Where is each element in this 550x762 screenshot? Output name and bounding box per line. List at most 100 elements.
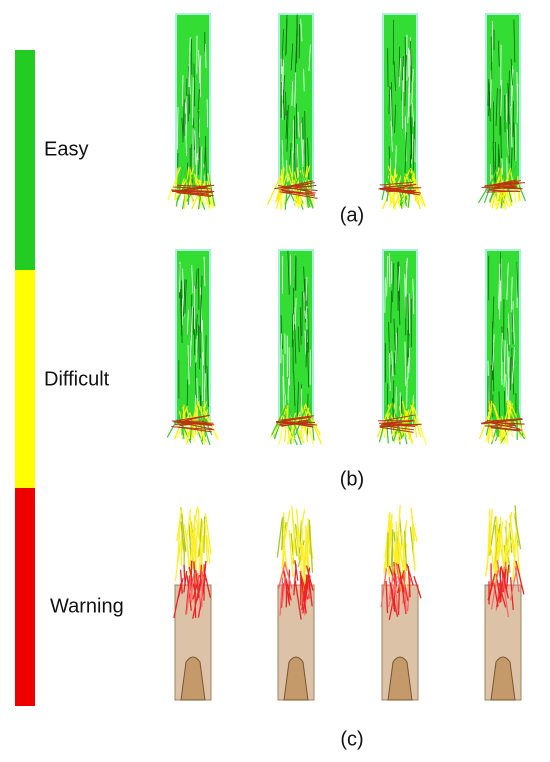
fiber bbox=[304, 330, 307, 355]
fiber bbox=[186, 309, 189, 335]
fiber bbox=[298, 520, 303, 554]
fiber bbox=[185, 95, 188, 138]
fiber bbox=[203, 170, 211, 205]
fiber bbox=[293, 564, 297, 596]
fiber bbox=[483, 165, 499, 203]
fiber bbox=[492, 296, 495, 329]
fiber bbox=[175, 166, 184, 207]
fiber bbox=[304, 403, 320, 440]
fiber bbox=[272, 415, 284, 438]
fiber bbox=[204, 573, 212, 599]
fiber bbox=[199, 564, 203, 591]
fiber bbox=[173, 583, 182, 619]
fiber bbox=[180, 421, 215, 426]
fiber bbox=[507, 356, 510, 401]
fiber bbox=[287, 250, 290, 295]
fiber bbox=[390, 120, 393, 153]
fiber bbox=[193, 63, 196, 107]
fiber bbox=[192, 118, 195, 150]
fiber bbox=[282, 190, 316, 197]
fiber bbox=[174, 540, 182, 582]
fiber bbox=[282, 416, 312, 422]
fiber bbox=[294, 560, 299, 581]
fiber bbox=[497, 144, 500, 169]
fiber bbox=[409, 40, 413, 82]
fiber bbox=[308, 44, 311, 72]
fiber bbox=[303, 68, 305, 92]
fiber bbox=[188, 535, 195, 570]
fiber bbox=[487, 179, 517, 187]
fiber bbox=[510, 106, 513, 147]
fiber bbox=[505, 539, 512, 568]
fiber bbox=[385, 414, 416, 421]
fiber bbox=[396, 327, 399, 363]
fiber bbox=[276, 518, 283, 558]
fiber bbox=[386, 183, 417, 192]
fiber bbox=[385, 189, 417, 193]
fiber bbox=[398, 57, 401, 87]
fiber bbox=[283, 512, 286, 557]
fiber bbox=[283, 414, 295, 440]
fiber bbox=[188, 37, 191, 88]
fiber bbox=[198, 49, 201, 78]
fiber bbox=[485, 535, 492, 577]
fiber bbox=[413, 407, 427, 445]
fiber bbox=[281, 29, 284, 67]
fiber bbox=[392, 263, 395, 303]
fiber bbox=[277, 184, 309, 192]
fiber bbox=[281, 420, 309, 427]
fiber bbox=[398, 46, 401, 78]
fiber bbox=[379, 187, 422, 189]
fiber bbox=[179, 289, 183, 336]
difficult-band bbox=[15, 270, 35, 488]
fiber bbox=[511, 309, 514, 345]
fiber bbox=[394, 542, 397, 578]
fiber bbox=[307, 137, 310, 180]
fiber bbox=[199, 326, 201, 359]
fiber bbox=[181, 117, 184, 140]
fiber bbox=[299, 307, 302, 345]
fiber bbox=[186, 379, 189, 425]
fiber bbox=[167, 166, 181, 201]
fiber bbox=[511, 360, 514, 384]
fiber bbox=[385, 184, 415, 188]
fiber bbox=[204, 135, 207, 172]
fiber bbox=[176, 507, 183, 541]
fiber bbox=[490, 70, 492, 109]
fiber bbox=[500, 113, 502, 159]
fiber bbox=[498, 149, 501, 170]
fiber bbox=[181, 75, 184, 107]
fiber bbox=[394, 584, 399, 612]
fiber bbox=[281, 574, 287, 603]
fiber bbox=[481, 186, 523, 190]
fiber bbox=[494, 540, 499, 587]
fiber bbox=[379, 188, 421, 196]
fiber bbox=[404, 274, 406, 319]
fiber bbox=[410, 404, 422, 438]
fiber bbox=[302, 575, 311, 614]
fiber bbox=[301, 519, 304, 560]
fiber bbox=[398, 289, 401, 325]
fiber bbox=[180, 296, 183, 344]
fiber bbox=[511, 347, 513, 378]
fiber bbox=[515, 560, 525, 595]
fiber bbox=[511, 147, 513, 170]
fiber bbox=[283, 99, 286, 120]
fiber bbox=[308, 523, 314, 573]
fiber bbox=[199, 64, 202, 98]
fiber bbox=[413, 575, 422, 599]
fiber bbox=[498, 263, 501, 309]
fiber bbox=[505, 374, 508, 403]
fiber bbox=[386, 255, 389, 297]
fiber bbox=[512, 101, 514, 137]
fiber bbox=[406, 576, 412, 612]
fiber bbox=[299, 388, 303, 435]
fiber bbox=[177, 426, 212, 433]
fiber bbox=[403, 573, 407, 612]
fiber bbox=[404, 341, 407, 386]
fiber bbox=[280, 333, 282, 364]
fiber bbox=[491, 20, 493, 62]
fiber bbox=[295, 508, 301, 548]
fiber bbox=[507, 115, 510, 164]
fiber bbox=[413, 121, 415, 171]
